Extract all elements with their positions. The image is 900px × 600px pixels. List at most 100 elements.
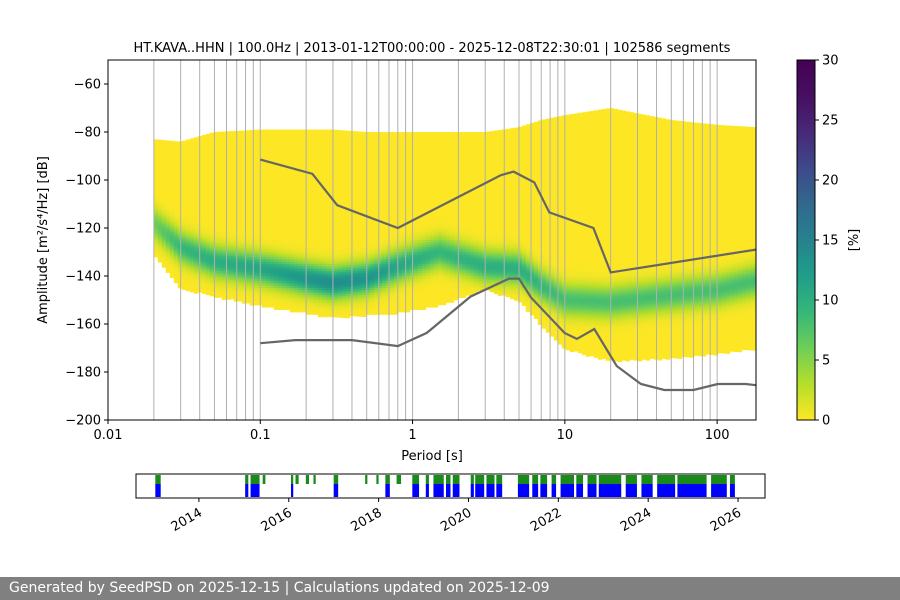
density-cell xyxy=(321,252,327,255)
density-cell xyxy=(401,235,407,238)
density-cell xyxy=(305,158,311,162)
density-cell xyxy=(421,223,427,226)
density-cell xyxy=(361,199,367,202)
density-cell xyxy=(385,136,391,140)
density-cell xyxy=(357,157,363,161)
density-cell xyxy=(337,233,343,237)
density-cell xyxy=(297,225,303,229)
density-cell xyxy=(345,214,351,218)
density-cell xyxy=(225,186,231,190)
density-cell xyxy=(193,290,199,294)
density-cell xyxy=(245,267,251,270)
density-cell xyxy=(225,215,231,219)
density-cell xyxy=(385,170,391,174)
density-cell xyxy=(353,169,359,173)
density-cell xyxy=(365,218,371,222)
density-cell xyxy=(413,300,419,303)
density-cell xyxy=(293,292,299,296)
density-cell xyxy=(293,259,299,262)
density-cell xyxy=(337,134,343,138)
density-cell xyxy=(181,222,187,226)
density-cell xyxy=(321,285,327,289)
density-cell xyxy=(369,261,375,265)
density-cell xyxy=(361,191,367,195)
density-cell xyxy=(369,151,375,154)
density-cell xyxy=(253,247,259,251)
density-cell xyxy=(241,166,247,170)
density-cell xyxy=(165,178,171,182)
density-cell xyxy=(209,202,215,206)
density-cell xyxy=(425,280,431,284)
density-cell xyxy=(389,312,395,315)
density-cell xyxy=(329,307,335,310)
density-cell xyxy=(393,148,399,152)
density-cell xyxy=(413,199,419,202)
density-cell xyxy=(193,264,199,268)
density-cell xyxy=(361,304,367,308)
density-cell xyxy=(361,172,367,176)
density-cell xyxy=(289,290,295,294)
density-cell xyxy=(353,167,359,170)
density-cell xyxy=(425,163,431,166)
density-cell xyxy=(361,134,367,137)
density-cell xyxy=(217,184,223,188)
density-cell xyxy=(385,148,391,152)
density-cell xyxy=(281,160,287,164)
density-cell xyxy=(345,133,351,136)
density-cell xyxy=(413,235,419,238)
density-cell xyxy=(345,219,351,223)
density-cell xyxy=(177,196,183,200)
density-cell xyxy=(261,216,267,219)
density-cell xyxy=(181,143,187,146)
density-cell xyxy=(381,160,387,164)
density-cell xyxy=(245,288,251,292)
density-cell xyxy=(417,304,423,308)
density-cell xyxy=(173,206,179,209)
density-cell xyxy=(317,273,323,277)
density-cell xyxy=(337,271,343,275)
density-cell xyxy=(221,193,227,197)
density-cell xyxy=(345,193,351,196)
density-cell xyxy=(409,295,415,298)
density-cell xyxy=(269,240,275,243)
density-cell xyxy=(417,156,423,159)
density-cell xyxy=(173,213,179,216)
density-cell xyxy=(253,269,259,272)
density-cell xyxy=(249,185,255,188)
density-cell xyxy=(297,285,303,289)
density-cell xyxy=(369,223,375,226)
density-cell xyxy=(381,158,387,162)
density-cell xyxy=(305,271,311,274)
density-cell xyxy=(249,137,255,140)
density-cell xyxy=(405,132,411,135)
density-cell xyxy=(189,241,195,245)
density-cell xyxy=(317,312,323,315)
density-cell xyxy=(305,175,311,178)
density-cell xyxy=(253,276,259,279)
density-cell xyxy=(297,175,303,178)
density-cell xyxy=(253,144,259,147)
density-cell xyxy=(293,300,299,303)
density-cell xyxy=(337,283,343,287)
density-cell xyxy=(209,211,215,215)
density-cell xyxy=(369,249,375,253)
density-cell xyxy=(277,290,283,294)
density-cell xyxy=(165,164,171,168)
density-cell xyxy=(393,192,399,195)
density-cell xyxy=(173,208,179,212)
density-cell xyxy=(201,139,207,143)
density-cell xyxy=(205,251,211,255)
density-cell xyxy=(357,196,363,200)
density-cell xyxy=(177,141,183,145)
density-cell xyxy=(337,288,343,292)
density-cell xyxy=(345,171,351,175)
density-cell xyxy=(289,208,295,212)
density-cell xyxy=(249,132,255,136)
density-cell xyxy=(421,266,427,270)
density-cell xyxy=(417,295,423,298)
density-cell xyxy=(201,156,207,160)
density-cell xyxy=(341,281,347,285)
density-cell xyxy=(377,218,383,222)
density-cell xyxy=(225,251,231,255)
density-cell xyxy=(293,240,299,243)
